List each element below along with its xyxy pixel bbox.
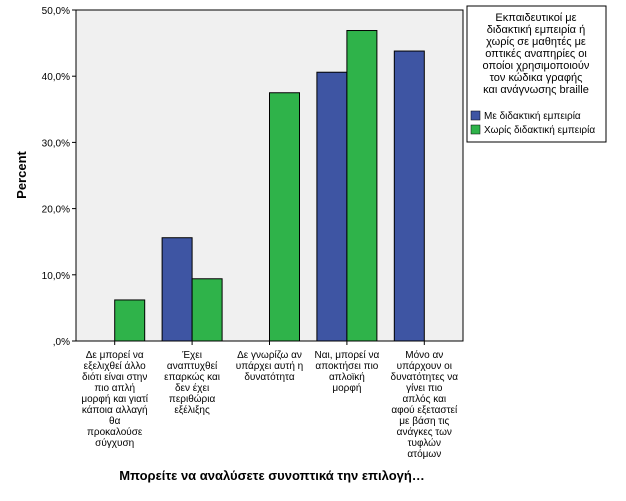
legend-swatch (470, 124, 481, 135)
bar-without-experience (269, 92, 300, 342)
legend-box (466, 5, 607, 143)
legend-title: Εκπαιδευτικοί με διδακτική εμπειρία ή χωρί… (483, 12, 590, 96)
bar-with-experience (161, 237, 193, 342)
x-category-label: Έχει αναπτυχθεί επαρκώς και δεν έχει περιθώρ… (164, 350, 220, 416)
y-tick-label: 30,0% (42, 138, 70, 149)
bar-with-experience (316, 71, 348, 342)
legend-swatch (470, 110, 481, 121)
bars (114, 30, 425, 342)
x-category-label: Ναι, μπορεί να αποκτήσει πιο απλοϊκή μορφή (315, 349, 380, 394)
bar-without-experience (346, 30, 378, 342)
y-tick-label: 10,0% (42, 271, 70, 282)
x-category-label: Μόνο αν υπάρχουν οι δυνατότητες να γίνει πι… (391, 349, 459, 460)
legend-label: Με διδακτική εμπειρία (484, 110, 581, 122)
bar-without-experience (191, 278, 223, 342)
x-category-label: Δε γνωρίζω αν υπάρχει αυτή η δυνατότητα (236, 349, 304, 383)
y-tick-label: 20,0% (42, 205, 70, 216)
x-category-label: Δε μπορεί να εξελιχθεί άλλο διότι είναι στ… (81, 349, 148, 449)
y-tick-label: ,0% (53, 337, 70, 348)
y-axis-title: Percent (14, 150, 29, 198)
y-tick-label: 50,0% (42, 6, 70, 17)
y-tick-label: 40,0% (42, 72, 70, 83)
bar-with-experience (393, 50, 425, 342)
legend: Εκπαιδευτικοί με διδακτική εμπειρία ή χωρί… (466, 5, 607, 143)
bar-without-experience (114, 299, 146, 342)
y-axis: ,0% 10,0% 20,0% 30,0% 40,0% 50,0% (42, 6, 76, 348)
x-axis-title: Μπορείτε να αναλύσετε συνοπτικά την επιλ… (119, 468, 425, 483)
x-axis-labels: Δε μπορεί να εξελιχθεί άλλο διότι είναι στ… (81, 341, 458, 460)
legend-label: Χωρίς διδακτική εμπειρία (484, 124, 595, 136)
